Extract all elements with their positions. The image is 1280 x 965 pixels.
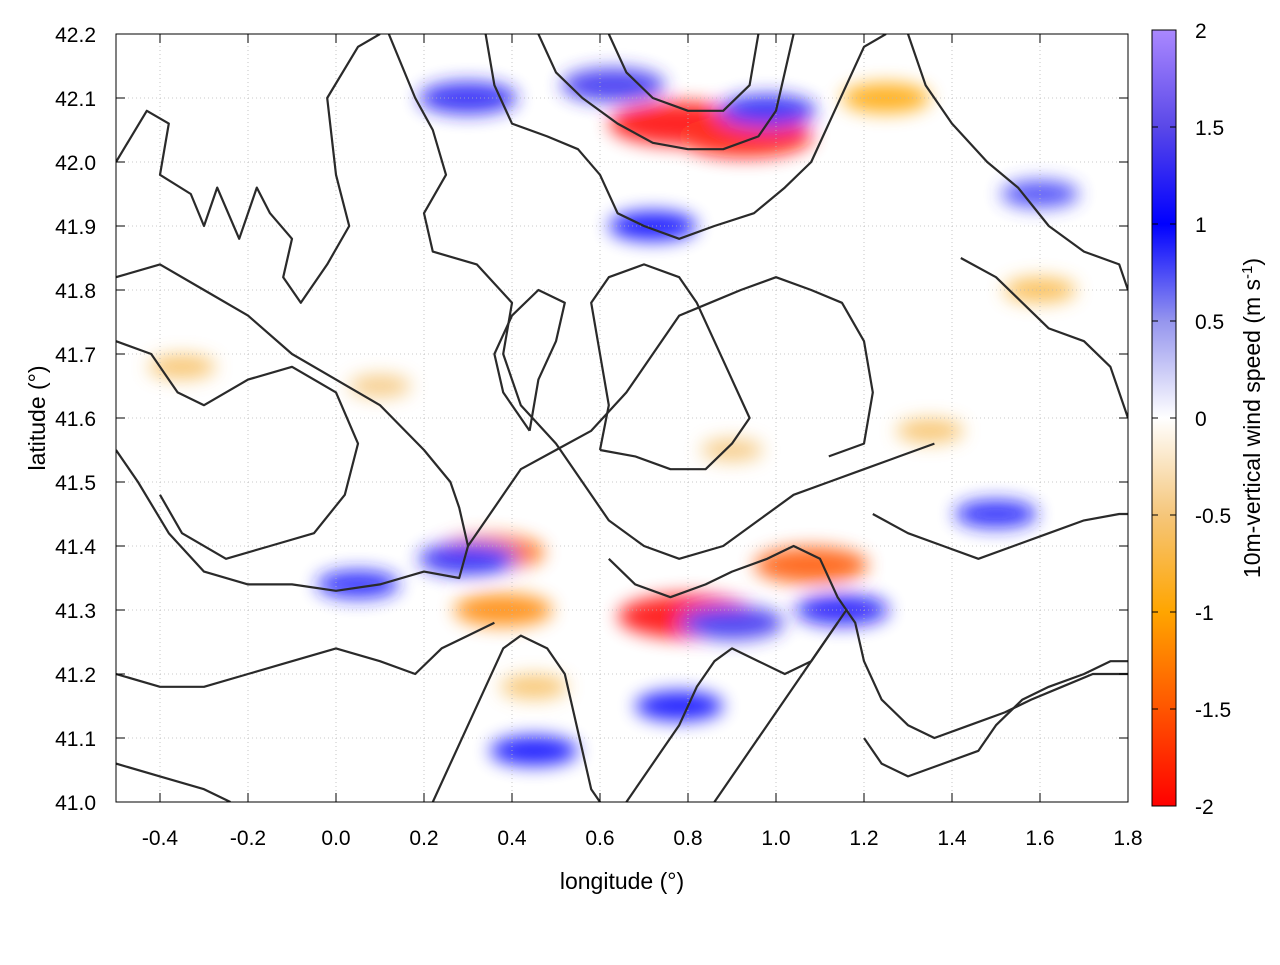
colorbar-tick-label: -1 <box>1195 602 1214 625</box>
x-tick-label: 1.0 <box>761 827 790 850</box>
x-tick-label: -0.2 <box>230 827 266 850</box>
x-tick-label: 0.6 <box>585 827 614 850</box>
x-axis-label: longitude (°) <box>560 868 684 894</box>
contour-line <box>863 660 1128 778</box>
y-tick-label: 41.8 <box>55 280 96 303</box>
contour-line <box>116 340 360 560</box>
x-tick-label: 0.0 <box>321 827 350 850</box>
contour-line <box>116 621 495 688</box>
field-feature <box>718 94 817 128</box>
x-tick-label: 1.8 <box>1113 827 1142 850</box>
field-feature <box>418 542 518 576</box>
y-tick-label: 42.0 <box>55 152 96 175</box>
y-axis-ticks: 41.0 41.1 41.2 41.3 41.4 41.5 41.6 41.7 41.8 41.9… <box>55 24 1128 815</box>
field-blobs <box>148 68 1079 766</box>
contour-line <box>467 276 874 547</box>
contour-line <box>537 34 795 151</box>
contour-line <box>484 34 887 240</box>
field-feature <box>795 594 889 626</box>
contour-line <box>431 634 601 802</box>
field-feature <box>148 354 216 379</box>
y-tick-label: 41.2 <box>55 664 96 687</box>
colorbar-ticks: 2 1.5 1 0.5 0 -0.5 -1 -1.5 -2 <box>1152 20 1231 819</box>
y-tick-label: 41.4 <box>55 536 96 559</box>
colorbar-tick-label: 1.5 <box>1195 117 1224 140</box>
y-tick-label: 41.7 <box>55 344 96 367</box>
y-tick-label: 42.1 <box>55 88 96 111</box>
field-feature <box>701 438 763 462</box>
contour-line <box>116 34 381 304</box>
colorbar-tick-label: -2 <box>1195 796 1214 819</box>
field-feature <box>490 735 578 766</box>
x-tick-label: 1.6 <box>1025 827 1054 850</box>
contour-line <box>493 288 566 432</box>
y-tick-label: 41.5 <box>55 472 96 495</box>
contour-line <box>608 544 1128 740</box>
contour-line <box>387 34 935 560</box>
colorbar-label-superscript: -1 <box>1239 266 1256 279</box>
colorbar-tick-label: 0 <box>1195 408 1207 431</box>
y-tick-label: 41.0 <box>55 792 96 815</box>
colorbar-tick-label: -0.5 <box>1195 505 1231 528</box>
y-tick-label: 42.2 <box>55 24 96 47</box>
field-feature <box>454 593 553 627</box>
y-axis-label: latitude (°) <box>24 365 50 470</box>
grid-lines <box>116 34 1128 802</box>
colorbar-tick-label: 2 <box>1195 20 1207 43</box>
x-tick-label: 1.4 <box>937 827 967 850</box>
contour-line <box>607 34 760 112</box>
field-feature <box>561 68 665 103</box>
y-tick-label: 41.3 <box>55 600 96 623</box>
x-tick-label: -0.4 <box>142 827 179 850</box>
y-tick-label: 41.9 <box>55 216 96 239</box>
field-feature <box>500 674 568 699</box>
colorbar-label: 10m-vertical wind speed (m s-1) <box>1239 258 1266 578</box>
x-tick-label: 0.4 <box>497 827 527 850</box>
colorbar-tick-label: 1 <box>1195 214 1207 237</box>
contour-line <box>116 762 231 802</box>
field-feature <box>349 374 411 398</box>
x-tick-label: 1.2 <box>849 827 878 850</box>
contour-line <box>713 622 839 802</box>
field-feature <box>635 691 724 721</box>
contour-lines <box>116 34 1128 802</box>
y-tick-label: 41.6 <box>55 408 96 431</box>
field-feature <box>754 546 869 584</box>
x-tick-label: 0.2 <box>409 827 438 850</box>
colorbar-label-main: 10m-vertical wind speed (m s <box>1239 279 1265 578</box>
field-feature <box>316 570 400 599</box>
field-feature <box>896 418 964 443</box>
colorbar-tick-label: -1.5 <box>1195 699 1231 722</box>
contour-line <box>906 34 1128 291</box>
x-tick-label: 0.8 <box>673 827 702 850</box>
colorbar-label-close: ) <box>1239 258 1265 266</box>
contour-line <box>960 257 1128 419</box>
heatmap-field <box>148 68 1079 766</box>
field-feature <box>680 605 784 640</box>
y-tick-label: 41.1 <box>55 728 96 751</box>
contour-line <box>872 512 1128 560</box>
x-axis-ticks: -0.4 -0.2 0.0 0.2 0.4 0.6 0.8 1.0 1.2 1.4 1.6 1.8 <box>142 34 1143 850</box>
field-feature <box>954 499 1038 529</box>
contour-line <box>590 263 751 471</box>
colorbar-tick-label: 0.5 <box>1195 311 1224 334</box>
